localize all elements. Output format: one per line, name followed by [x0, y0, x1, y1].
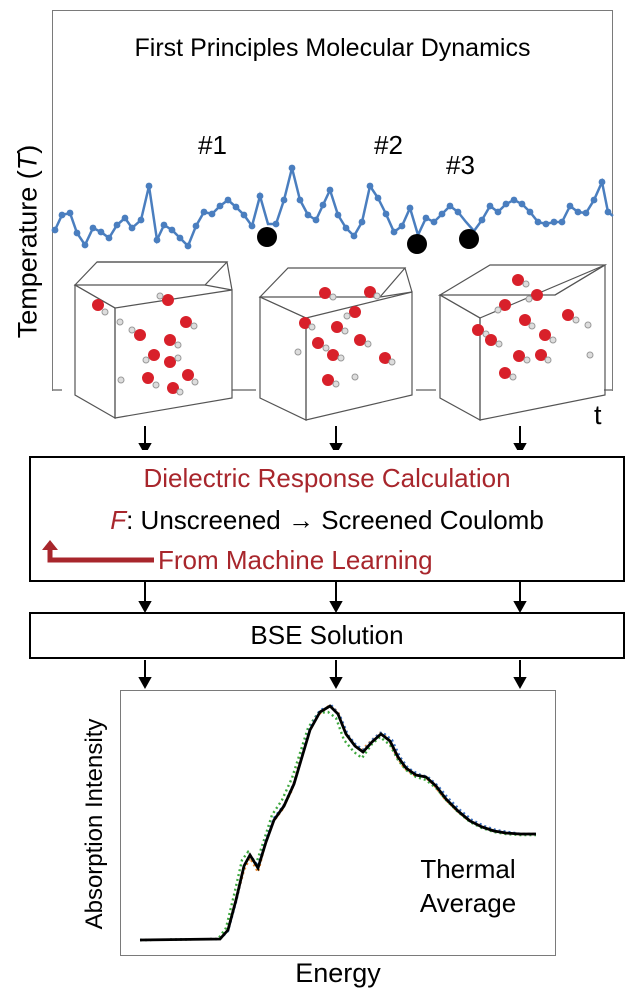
- spectrum-frame: [120, 690, 556, 956]
- spectrum-thermal-average: [139, 704, 536, 942]
- molecule-cube-2: [258, 267, 413, 421]
- arrows-to-spectrum: [138, 660, 527, 690]
- bse-solution-label: BSE Solution: [250, 620, 404, 650]
- snapshot-marker-1: [257, 227, 277, 247]
- temperature-points: [51, 164, 612, 250]
- snapshot-marker-3: [459, 229, 479, 249]
- bse-solution-box: [29, 612, 625, 659]
- dielectric-formula: F: Unscreened → Screened Coulomb: [110, 505, 544, 535]
- thermal-average-label: Thermal Average: [419, 854, 517, 918]
- md-panel-title: First Principles Molecular Dynamics: [134, 34, 531, 62]
- arrows-to-dielectric: [138, 426, 527, 450]
- dielectric-response-box: [29, 456, 625, 582]
- machine-learning-label: From Machine Learning: [158, 545, 433, 575]
- time-axis-label: t: [594, 400, 602, 430]
- md-graphics: [51, 164, 614, 450]
- molecules-1: [92, 292, 199, 396]
- snapshot-label-2: #2: [374, 130, 403, 160]
- spectrum-snapshot-2: [139, 710, 536, 942]
- molecules-3: [472, 274, 594, 381]
- spectrum-snapshot-3: [139, 704, 536, 942]
- arrows-to-bse: [138, 582, 527, 614]
- snapshot-label-1: #1: [198, 130, 227, 160]
- snapshot-marker-2: [407, 234, 427, 254]
- energy-axis-label: Energy: [295, 958, 381, 988]
- molecule-cube-3: [437, 264, 608, 422]
- feedback-arrow-icon: [42, 540, 154, 563]
- snapshot-label-3: #3: [446, 150, 475, 180]
- molecule-cube-1: [73, 261, 233, 420]
- dielectric-title: Dielectric Response Calculation: [143, 463, 511, 493]
- molecules-2: [294, 286, 396, 388]
- md-panel-frame: [52, 10, 613, 391]
